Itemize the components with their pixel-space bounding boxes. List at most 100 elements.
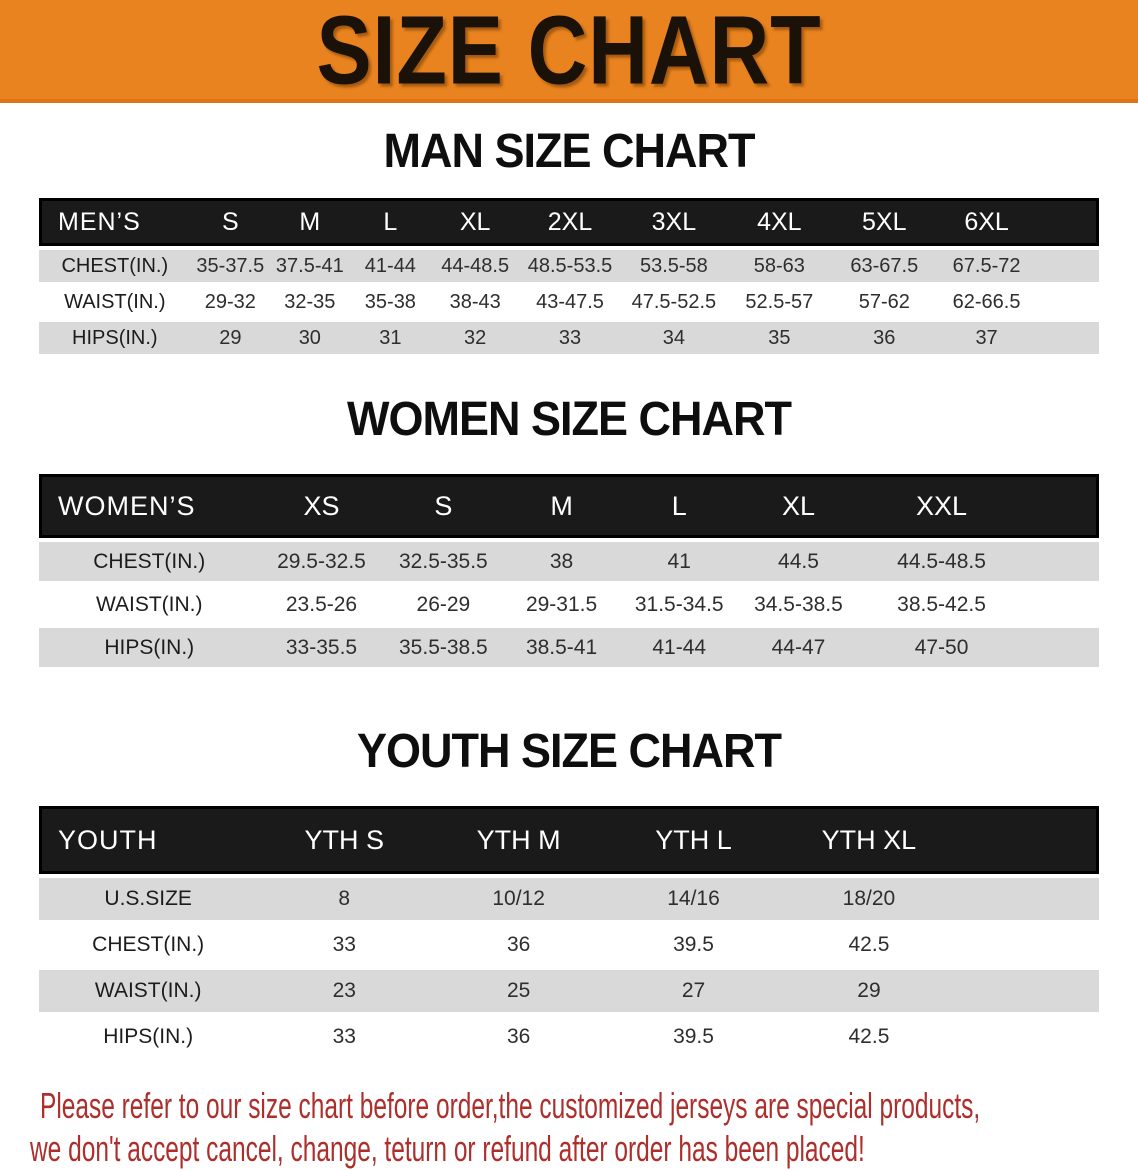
women-section-title: WOMEN SIZE CHART (347, 390, 792, 446)
size-cell: 35 (726, 322, 832, 354)
men-corner-label: MEN’S (39, 198, 191, 246)
cell-filler (1036, 250, 1099, 282)
table-row: WAIST(IN.) 23 25 27 29 (39, 970, 1099, 1012)
column-header: YTH L (606, 806, 781, 874)
cell-filler (956, 924, 1099, 966)
disclaimer-line-2: we don't accept cancel, change, teturn o… (30, 1128, 865, 1169)
size-cell: 32-35 (270, 286, 350, 318)
size-cell: 44.5 (738, 542, 859, 581)
size-cell: 34.5-38.5 (738, 585, 859, 624)
column-header: S (383, 474, 504, 538)
size-cell: 29 (190, 322, 271, 354)
size-cell: 43-47.5 (519, 286, 621, 318)
row-label: U.S.SIZE (39, 878, 258, 920)
size-cell: 39.5 (606, 1016, 781, 1058)
row-label: WAIST(IN.) (39, 970, 258, 1012)
size-cell: 62-66.5 (936, 286, 1037, 318)
size-cell: 67.5-72 (936, 250, 1037, 282)
youth-size-table: YOUTH YTH S YTH M YTH L YTH XL U.S.SIZE … (39, 802, 1099, 1062)
size-cell: 42.5 (780, 1016, 957, 1058)
table-row: HIPS(IN.) 33 36 39.5 42.5 (39, 1016, 1099, 1058)
size-cell: 32.5-35.5 (383, 542, 504, 581)
size-cell: 44-48.5 (431, 250, 520, 282)
youth-header-row: YOUTH YTH S YTH M YTH L YTH XL (39, 806, 1099, 874)
size-cell: 36 (831, 322, 937, 354)
banner-title: SIZE CHART (316, 0, 822, 104)
column-header: YTH XL (780, 806, 957, 874)
men-size-table: MEN’S S M L XL 2XL 3XL 4XL 5XL 6XL CHEST… (39, 194, 1099, 358)
column-header: M (270, 198, 350, 246)
table-row: HIPS(IN.) 29 30 31 32 33 34 35 36 37 (39, 322, 1099, 354)
column-header: S (190, 198, 271, 246)
cell-filler (956, 1016, 1099, 1058)
column-header: XS (259, 474, 384, 538)
row-label: WAIST(IN.) (39, 286, 191, 318)
size-cell: 26-29 (383, 585, 504, 624)
size-cell: 48.5-53.5 (519, 250, 621, 282)
table-row: CHEST(IN.) 29.5-32.5 32.5-35.5 38 41 44.… (39, 542, 1099, 581)
cell-filler (956, 878, 1099, 920)
row-label: HIPS(IN.) (39, 322, 191, 354)
cell-filler (1024, 542, 1099, 581)
column-header: 6XL (936, 198, 1037, 246)
size-cell: 33 (257, 924, 432, 966)
column-header: XXL (858, 474, 1025, 538)
women-header-row: WOMEN’S XS S M L XL XXL (39, 474, 1099, 538)
women-corner-label: WOMEN’S (39, 474, 260, 538)
size-cell: 30 (270, 322, 350, 354)
size-cell: 23.5-26 (259, 585, 384, 624)
cell-filler (1024, 628, 1099, 667)
size-cell: 42.5 (780, 924, 957, 966)
row-label: CHEST(IN.) (39, 542, 260, 581)
size-cell: 63-67.5 (831, 250, 937, 282)
men-section-title: MAN SIZE CHART (383, 122, 756, 178)
cell-filler (1036, 286, 1099, 318)
size-cell: 29 (780, 970, 957, 1012)
size-cell: 33-35.5 (259, 628, 384, 667)
row-label: WAIST(IN.) (39, 585, 260, 624)
size-cell: 41 (619, 542, 739, 581)
size-cell: 41-44 (349, 250, 432, 282)
cell-filler (1036, 322, 1099, 354)
size-cell: 18/20 (780, 878, 957, 920)
size-cell: 33 (519, 322, 621, 354)
size-cell: 35-38 (349, 286, 432, 318)
size-cell: 53.5-58 (620, 250, 727, 282)
size-cell: 29.5-32.5 (259, 542, 384, 581)
size-cell: 14/16 (606, 878, 781, 920)
size-cell: 44-47 (738, 628, 859, 667)
size-cell: 32 (431, 322, 520, 354)
column-header: XL (738, 474, 859, 538)
women-size-table: WOMEN’S XS S M L XL XXL CHEST(IN.) 29.5-… (39, 470, 1099, 671)
size-cell: 8 (257, 878, 432, 920)
column-header: YTH M (431, 806, 607, 874)
size-cell: 10/12 (431, 878, 607, 920)
column-header: L (619, 474, 739, 538)
column-header: M (503, 474, 620, 538)
header-filler (1036, 198, 1099, 246)
cell-filler (1024, 585, 1099, 624)
disclaimer-line-1: Please refer to our size chart before or… (40, 1085, 981, 1126)
table-row: WAIST(IN.) 23.5-26 26-29 29-31.5 31.5-34… (39, 585, 1099, 624)
column-header: 4XL (726, 198, 832, 246)
header-filler (1024, 474, 1099, 538)
size-cell: 38.5-41 (503, 628, 620, 667)
column-header: YTH S (257, 806, 432, 874)
column-header: 2XL (519, 198, 621, 246)
size-cell: 31 (349, 322, 432, 354)
size-cell: 39.5 (606, 924, 781, 966)
size-cell: 47.5-52.5 (620, 286, 727, 318)
men-header-row: MEN’S S M L XL 2XL 3XL 4XL 5XL 6XL (39, 198, 1099, 246)
size-cell: 47-50 (858, 628, 1025, 667)
size-cell: 38.5-42.5 (858, 585, 1025, 624)
row-label: CHEST(IN.) (39, 924, 258, 966)
youth-section-title: YOUTH SIZE CHART (356, 722, 782, 778)
size-cell: 31.5-34.5 (619, 585, 739, 624)
size-cell: 58-63 (726, 250, 832, 282)
column-header: 5XL (831, 198, 937, 246)
size-cell: 38 (503, 542, 620, 581)
table-row: U.S.SIZE 8 10/12 14/16 18/20 (39, 878, 1099, 920)
table-row: CHEST(IN.) 35-37.5 37.5-41 41-44 44-48.5… (39, 250, 1099, 282)
table-row: CHEST(IN.) 33 36 39.5 42.5 (39, 924, 1099, 966)
size-cell: 33 (257, 1016, 432, 1058)
